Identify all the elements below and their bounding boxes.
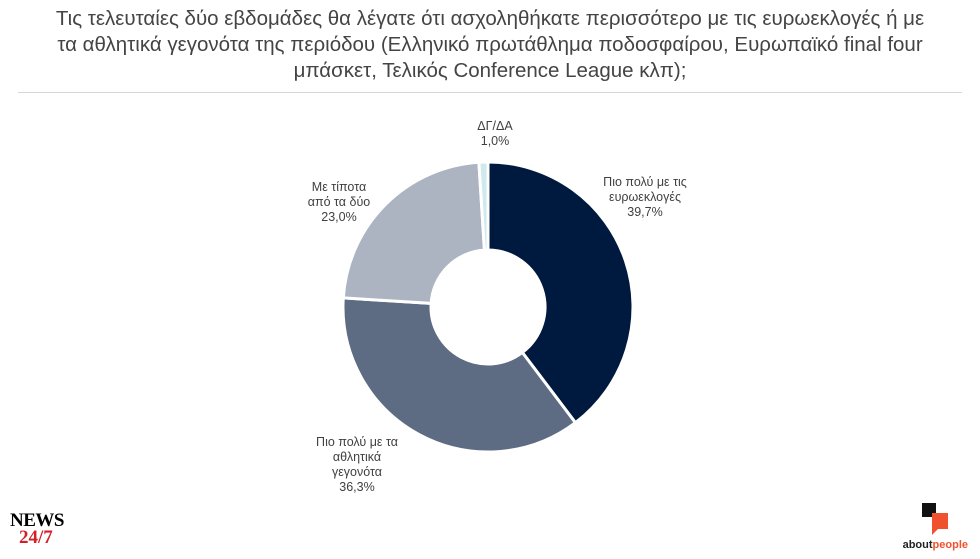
slice-category-label: από τα δύο <box>308 195 371 209</box>
pie-slice <box>341 296 578 454</box>
slice-value-label: 23,0% <box>321 210 356 224</box>
slice-category-label: αθλητικά <box>333 450 381 464</box>
slice-category-label: ΔΓ/ΔΑ <box>477 119 513 133</box>
about-text: about <box>902 539 933 551</box>
slice-value-label: 36,3% <box>339 480 374 494</box>
slice-label: Πιο πολύ με τις ευρωεκλογές 39,7% <box>603 175 687 219</box>
slice-category-label: Πιο πολύ με τα <box>316 435 398 449</box>
slice-category-label: Με τίποτα <box>312 180 366 194</box>
news-logo-top: NEWS <box>10 510 64 531</box>
slice-category-label: Πιο πολύ με τις <box>603 175 687 189</box>
slice-value-label: 1,0% <box>481 134 510 148</box>
aboutpeople-wordmark: aboutpeople <box>903 539 968 551</box>
slice-category-label: ευρωεκλογές <box>609 190 681 204</box>
slice-label: Πιο πολύ με τα αθλητικά γεγονότα 36,3% <box>316 435 398 494</box>
title-line: τα αθλητικά γεγονότα της περιόδου (Ελλην… <box>57 33 923 56</box>
slice-value-label: 39,7% <box>627 205 662 219</box>
aboutpeople-mark-icon <box>920 501 950 535</box>
chart-title: Τις τελευταίες δύο εβδομάδες θα λέγατε ό… <box>10 6 970 84</box>
pie-slice <box>477 160 490 252</box>
slice-label: Με τίποτα από τα δύο 23,0% <box>308 180 371 224</box>
slice-label: ΔΓ/ΔΑ 1,0% <box>477 119 513 148</box>
people-text: people <box>932 539 968 551</box>
title-divider <box>18 92 962 93</box>
title-line: μπάσκετ, Τελικός Conference League κλπ); <box>293 59 687 82</box>
news247-logo: NEWS 24/7 <box>10 510 64 548</box>
title-line: Τις τελευταίες δύο εβδομάδες θα λέγατε ό… <box>55 7 925 30</box>
aboutpeople-logo: aboutpeople <box>903 501 968 551</box>
slice-category-label: γεγονότα <box>332 465 382 479</box>
news-logo-bottom: 24/7 <box>19 527 53 548</box>
pie-slice <box>486 160 635 425</box>
pie-slice <box>341 160 487 306</box>
